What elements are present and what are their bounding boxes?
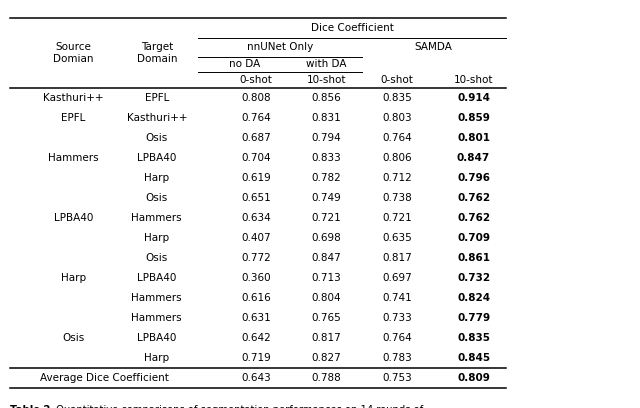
Text: 0.741: 0.741	[382, 293, 412, 303]
Text: Quantitative comparisons of segmentation performances on 14 rounds of: Quantitative comparisons of segmentation…	[53, 405, 424, 408]
Text: 0.856: 0.856	[312, 93, 341, 103]
Text: 0.753: 0.753	[382, 373, 412, 383]
Text: SAMDA: SAMDA	[415, 42, 452, 52]
Text: Harp: Harp	[144, 353, 170, 363]
Text: Dice Coefficient: Dice Coefficient	[310, 23, 394, 33]
Text: 0.782: 0.782	[312, 173, 341, 183]
Text: Osis: Osis	[146, 133, 168, 143]
Text: 0.847: 0.847	[457, 153, 490, 163]
Text: 0.831: 0.831	[312, 113, 341, 123]
Text: 0.765: 0.765	[312, 313, 341, 323]
Text: Osis: Osis	[63, 333, 84, 343]
Text: LPBA40: LPBA40	[54, 213, 93, 223]
Text: Harp: Harp	[144, 233, 170, 243]
Text: 10-shot: 10-shot	[307, 75, 346, 85]
Text: 0.835: 0.835	[457, 333, 490, 343]
Text: 0.721: 0.721	[382, 213, 412, 223]
Text: 0.827: 0.827	[312, 353, 341, 363]
Text: 0.651: 0.651	[241, 193, 271, 203]
Text: 0.634: 0.634	[241, 213, 271, 223]
Text: Osis: Osis	[146, 193, 168, 203]
Text: 0-shot: 0-shot	[380, 75, 413, 85]
Text: 0.845: 0.845	[457, 353, 490, 363]
Text: Hammers: Hammers	[131, 293, 182, 303]
Text: 0.407: 0.407	[241, 233, 271, 243]
Text: LPBA40: LPBA40	[137, 273, 177, 283]
Text: 0.749: 0.749	[312, 193, 341, 203]
Text: Harp: Harp	[144, 173, 170, 183]
Text: 0.861: 0.861	[457, 253, 490, 263]
Text: 0.631: 0.631	[241, 313, 271, 323]
Text: 0.738: 0.738	[382, 193, 412, 203]
Text: Hammers: Hammers	[48, 153, 99, 163]
Text: Table 2.: Table 2.	[10, 405, 54, 408]
Text: 0.709: 0.709	[457, 233, 490, 243]
Text: 0.806: 0.806	[382, 153, 412, 163]
Text: 0.616: 0.616	[241, 293, 271, 303]
Text: 0.808: 0.808	[241, 93, 271, 103]
Text: 0.779: 0.779	[457, 313, 490, 323]
Text: Source
Domian: Source Domian	[53, 42, 94, 64]
Text: Kasthuri++: Kasthuri++	[127, 113, 187, 123]
Text: 0-shot: 0-shot	[239, 75, 273, 85]
Text: 0.801: 0.801	[457, 133, 490, 143]
Text: Target
Domain: Target Domain	[136, 42, 177, 64]
Text: Hammers: Hammers	[131, 213, 182, 223]
Text: 0.360: 0.360	[241, 273, 271, 283]
Text: EPFL: EPFL	[145, 93, 169, 103]
Text: Osis: Osis	[146, 253, 168, 263]
Text: 0.764: 0.764	[241, 113, 271, 123]
Text: Kasthuri++: Kasthuri++	[44, 93, 104, 103]
Text: LPBA40: LPBA40	[137, 153, 177, 163]
Text: 0.704: 0.704	[241, 153, 271, 163]
Text: 0.824: 0.824	[457, 293, 490, 303]
Text: 0.642: 0.642	[241, 333, 271, 343]
Text: 0.762: 0.762	[457, 193, 490, 203]
Text: 0.762: 0.762	[457, 213, 490, 223]
Text: 0.643: 0.643	[241, 373, 271, 383]
Text: 0.859: 0.859	[457, 113, 490, 123]
Text: 0.847: 0.847	[312, 253, 341, 263]
Text: 0.817: 0.817	[382, 253, 412, 263]
Text: no DA: no DA	[229, 60, 260, 69]
Text: nnUNet Only: nnUNet Only	[247, 42, 313, 52]
Text: Harp: Harp	[61, 273, 86, 283]
Text: 0.788: 0.788	[312, 373, 341, 383]
Text: 0.809: 0.809	[457, 373, 490, 383]
Text: 10-shot: 10-shot	[454, 75, 493, 85]
Text: 0.783: 0.783	[382, 353, 412, 363]
Text: 0.712: 0.712	[382, 173, 412, 183]
Text: 0.732: 0.732	[457, 273, 490, 283]
Text: with DA: with DA	[306, 60, 347, 69]
Text: 0.914: 0.914	[457, 93, 490, 103]
Text: 0.721: 0.721	[312, 213, 341, 223]
Text: 0.698: 0.698	[312, 233, 341, 243]
Text: 0.764: 0.764	[382, 133, 412, 143]
Text: 0.719: 0.719	[241, 353, 271, 363]
Text: Hammers: Hammers	[131, 313, 182, 323]
Text: 0.833: 0.833	[312, 153, 341, 163]
Text: 0.772: 0.772	[241, 253, 271, 263]
Text: 0.713: 0.713	[312, 273, 341, 283]
Text: 0.697: 0.697	[382, 273, 412, 283]
Text: 0.817: 0.817	[312, 333, 341, 343]
Text: 0.796: 0.796	[457, 173, 490, 183]
Text: 0.687: 0.687	[241, 133, 271, 143]
Text: LPBA40: LPBA40	[137, 333, 177, 343]
Text: 0.803: 0.803	[382, 113, 412, 123]
Text: Average Dice Coefficient: Average Dice Coefficient	[40, 373, 168, 383]
Text: 0.764: 0.764	[382, 333, 412, 343]
Text: EPFL: EPFL	[61, 113, 86, 123]
Text: 0.835: 0.835	[382, 93, 412, 103]
Text: 0.794: 0.794	[312, 133, 341, 143]
Text: 0.635: 0.635	[382, 233, 412, 243]
Text: 0.804: 0.804	[312, 293, 341, 303]
Text: 0.619: 0.619	[241, 173, 271, 183]
Text: 0.733: 0.733	[382, 313, 412, 323]
